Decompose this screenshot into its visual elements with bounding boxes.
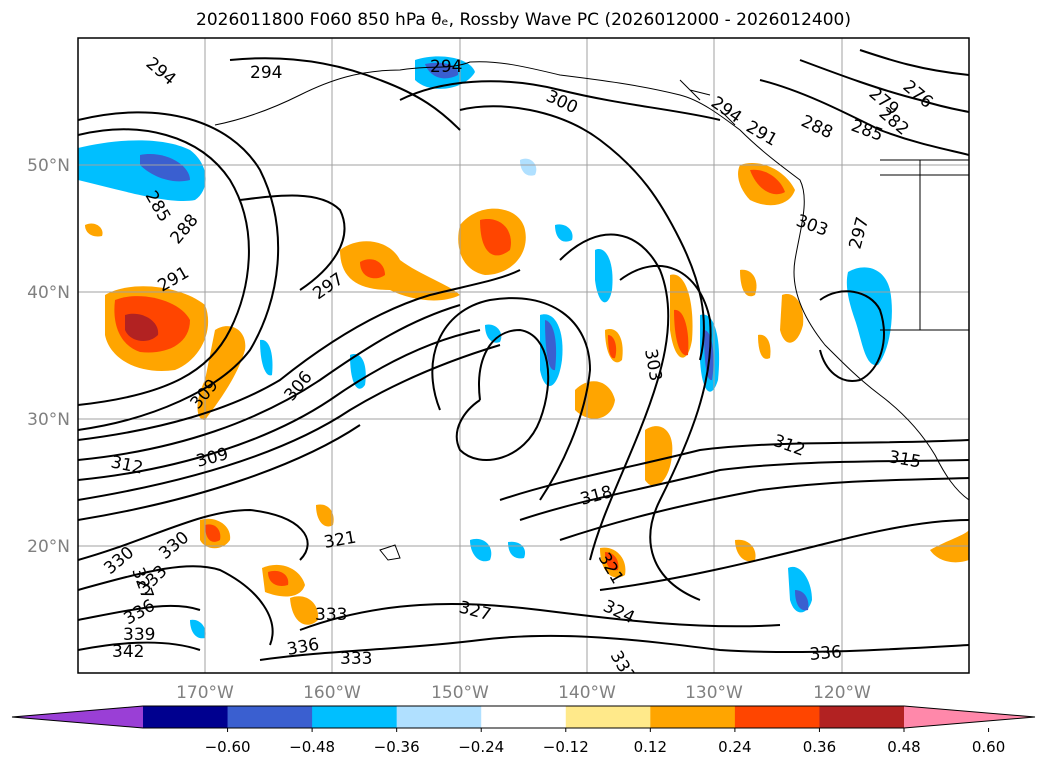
coastlines (214, 61, 969, 561)
contour-label: 294 (430, 57, 462, 77)
lon-label: 120°W (813, 683, 871, 703)
lon-label: 160°W (303, 683, 361, 703)
colorbar-segment (481, 706, 567, 728)
latitude-labels: 50°N 40°N 30°N 20°N (27, 156, 70, 557)
colorbar-tick-label: −0.48 (289, 738, 335, 756)
pc-shading (78, 56, 969, 639)
colorbar-tick-label: 0.60 (972, 738, 1005, 756)
colorbar-segment (227, 706, 313, 728)
colorbar-tick-label: 0.36 (803, 738, 836, 756)
contour-label: 294 (250, 63, 282, 83)
longitude-labels: 170°W 160°W 150°W 140°W 130°W 120°W (176, 683, 871, 703)
contour-label: 339 (123, 625, 155, 645)
contour-label: 342 (112, 642, 144, 662)
colorbar-extend-min (12, 706, 143, 728)
map-gridlines (78, 38, 969, 673)
colorbar-segment (819, 706, 905, 728)
colorbar-tick-label: 0.48 (887, 738, 920, 756)
lon-label: 150°W (431, 683, 489, 703)
colorbar: −0.60 −0.48 −0.36 −0.24 −0.12 0.12 0.24 0.36 0.4… (11, 705, 1036, 756)
theta-e-contours (78, 49, 969, 661)
colorbar-outline (11, 705, 1036, 729)
colorbar-segment (565, 706, 651, 728)
lon-label: 140°W (558, 683, 616, 703)
contour-label: 333 (340, 649, 372, 669)
colorbar-segment (312, 706, 398, 728)
lat-label: 30°N (27, 410, 70, 430)
lat-label: 20°N (27, 537, 70, 557)
colorbar-segment (650, 706, 736, 728)
lat-label: 50°N (27, 156, 70, 176)
colorbar-tick-label: 0.24 (718, 738, 751, 756)
lon-label: 130°W (685, 683, 743, 703)
colorbar-tick-label: −0.24 (458, 738, 504, 756)
colorbar-tick-label: −0.60 (205, 738, 251, 756)
colorbar-segment (143, 706, 229, 728)
colorbar-tick-label: −0.36 (374, 738, 420, 756)
colorbar-tick-label: −0.12 (543, 738, 589, 756)
figure-title: 2026011800 F060 850 hPa θₑ, Rossby Wave … (196, 10, 851, 30)
colorbar-segment (734, 706, 820, 728)
colorbar-segment (396, 706, 482, 728)
map-frame (77, 37, 970, 674)
colorbar-tick-label: 0.12 (634, 738, 667, 756)
lon-label: 170°W (176, 683, 234, 703)
lat-label: 40°N (27, 283, 70, 303)
colorbar-extend-max (904, 706, 1035, 728)
contour-label: 336 (809, 642, 843, 665)
contour-label: 333 (315, 605, 347, 625)
